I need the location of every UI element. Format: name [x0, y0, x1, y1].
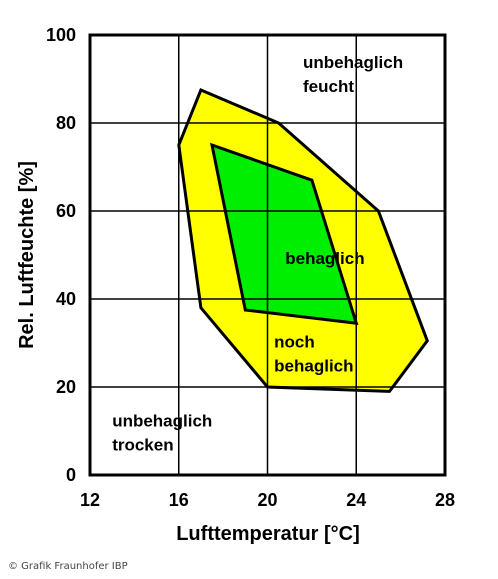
regions-layer — [177, 88, 429, 393]
x-tick-label: 28 — [435, 490, 455, 510]
x-tick-label: 24 — [346, 490, 366, 510]
y-axis-title: Rel. Luftfeuchte [%] — [16, 161, 38, 349]
plot-frame — [88, 33, 447, 477]
copyright-credit: © Grafik Fraunhofer IBP — [8, 561, 128, 572]
x-axis-title: Lufttemperatur [°C] — [176, 523, 360, 545]
x-tick-label: 20 — [257, 490, 277, 510]
y-tick-label: 100 — [46, 25, 76, 45]
grid-layer — [88, 33, 447, 477]
y-tick-label: 20 — [56, 377, 76, 397]
x-tick-label: 16 — [169, 490, 189, 510]
x-tick-label: 12 — [80, 490, 100, 510]
region-label: unbehaglich feucht — [303, 53, 403, 96]
labels-layer: unbehaglich feucht behaglich noch behaglich u… — [112, 53, 403, 455]
y-tick-label: 80 — [56, 113, 76, 133]
y-tick-label: 0 — [66, 465, 76, 485]
region-label: unbehaglich trocken — [112, 412, 212, 455]
region-label: noch behaglich — [274, 332, 353, 375]
y-tick-label: 60 — [56, 201, 76, 221]
region-label: behaglich — [285, 249, 364, 268]
y-tick-label: 40 — [56, 289, 76, 309]
ticks-layer: 12 16 20 24 28 0 20 40 60 80 100 — [46, 25, 455, 510]
